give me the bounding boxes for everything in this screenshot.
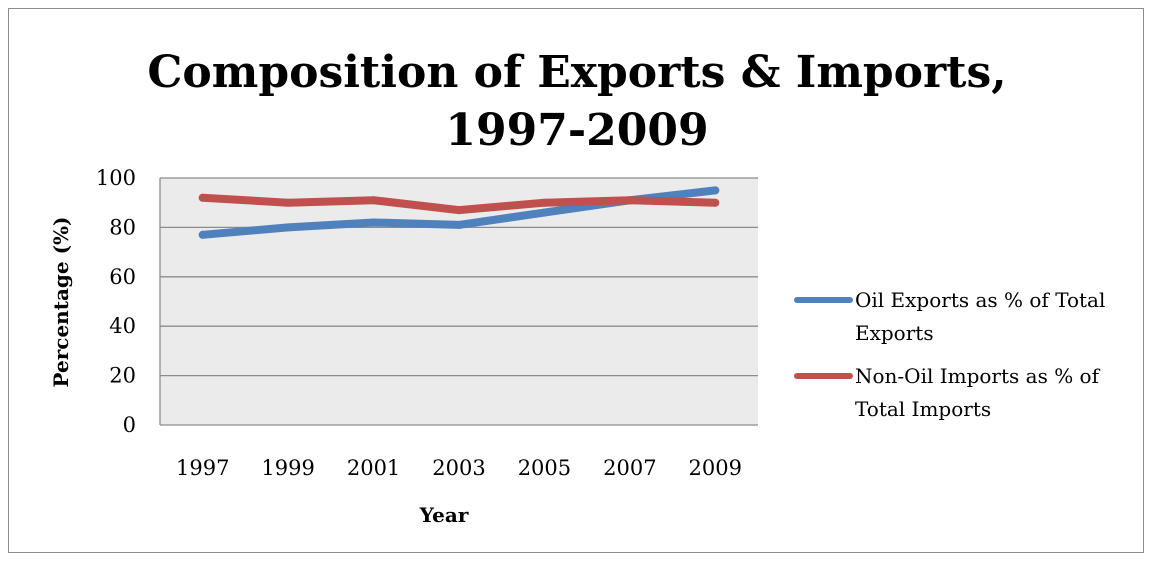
chart-title-line-1: Composition of Exports & Imports, — [147, 47, 1006, 98]
legend-label-2: Total Imports — [855, 397, 991, 421]
data-point — [455, 206, 463, 215]
legend-label-1: Exports — [855, 321, 934, 345]
x-axis-title: Year — [419, 503, 469, 527]
data-point — [540, 208, 549, 217]
data-point — [455, 220, 463, 229]
x-tick-label: 2001 — [347, 456, 400, 480]
x-tick-label: 2003 — [432, 456, 485, 480]
y-tick-label: 60 — [109, 265, 136, 289]
x-tick-label: 1999 — [261, 456, 314, 480]
y-tick-label: 40 — [109, 314, 136, 338]
data-point — [711, 186, 720, 195]
y-axis-title: Percentage (%) — [49, 216, 73, 387]
legend-label-2: Non-Oil Imports as % of — [855, 364, 1101, 388]
y-tick-label: 0 — [123, 413, 136, 437]
x-tick-label: 2005 — [518, 456, 571, 480]
x-tick-label: 2009 — [689, 456, 742, 480]
y-tick-label: 20 — [109, 364, 136, 388]
y-tick-label: 100 — [96, 166, 136, 190]
data-point — [198, 230, 207, 239]
x-axis-ticks: 1997 1999 2001 2003 2005 2007 2009 — [176, 456, 742, 480]
data-point — [369, 218, 378, 227]
plot-area — [160, 178, 758, 425]
data-point — [711, 198, 720, 207]
y-axis-ticks: 0 20 40 60 80 100 — [96, 166, 136, 437]
y-tick-label: 80 — [109, 215, 136, 239]
data-point — [540, 198, 549, 207]
legend: Oil Exports as % of Total Exports Non-Oil … — [794, 288, 1105, 421]
chart-title-line-2: 1997-2009 — [445, 105, 708, 156]
legend-label-1: Oil Exports as % of Total — [855, 288, 1105, 312]
data-point — [369, 196, 378, 205]
data-point — [198, 193, 207, 202]
x-tick-label: 2007 — [603, 456, 656, 480]
x-tick-label: 1997 — [176, 456, 229, 480]
data-point — [625, 196, 634, 205]
data-point — [284, 223, 293, 232]
series-lines — [198, 186, 720, 239]
data-point — [284, 198, 293, 207]
